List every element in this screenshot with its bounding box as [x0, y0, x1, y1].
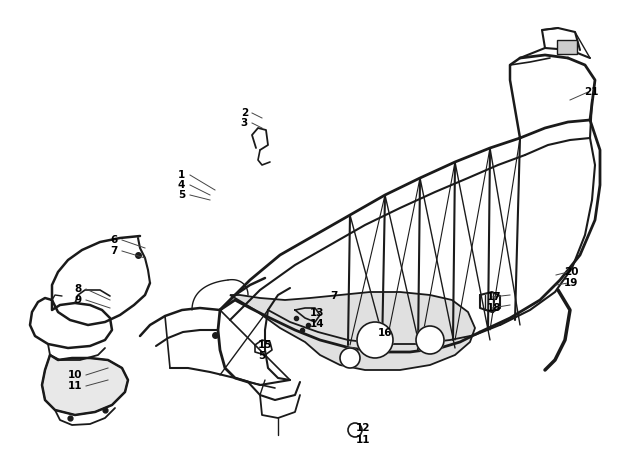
Text: 20: 20 [564, 267, 579, 277]
Bar [557, 40, 577, 54]
Polygon shape [42, 355, 128, 415]
Text: 3: 3 [241, 118, 248, 128]
Text: 9: 9 [75, 295, 82, 305]
Text: 10: 10 [68, 370, 82, 380]
Text: 14: 14 [310, 319, 325, 329]
Text: 19: 19 [564, 278, 579, 288]
Circle shape [340, 348, 360, 368]
Polygon shape [230, 292, 475, 370]
Text: 18: 18 [487, 303, 501, 313]
Text: 16: 16 [378, 328, 392, 338]
Text: 5: 5 [178, 190, 185, 200]
Circle shape [348, 423, 362, 437]
Text: 11: 11 [356, 435, 370, 445]
Text: 4: 4 [178, 180, 185, 190]
Text: 7: 7 [330, 291, 337, 301]
Text: 11: 11 [68, 381, 82, 391]
Text: 8: 8 [75, 284, 82, 294]
Text: 6: 6 [111, 235, 118, 245]
Text: 2: 2 [241, 108, 248, 118]
Text: 1: 1 [178, 170, 185, 180]
Text: 13: 13 [310, 308, 325, 318]
Circle shape [357, 322, 393, 358]
Text: 21: 21 [584, 87, 598, 97]
Text: 15: 15 [258, 340, 272, 350]
Text: 5: 5 [258, 351, 265, 361]
Text: 17: 17 [487, 292, 501, 302]
Text: 7: 7 [111, 246, 118, 256]
Circle shape [416, 326, 444, 354]
Text: 12: 12 [356, 423, 370, 433]
